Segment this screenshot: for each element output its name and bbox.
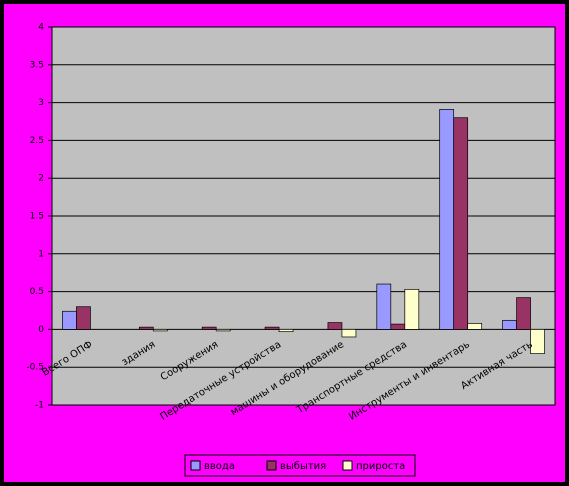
legend-label: ввода: [204, 461, 235, 472]
y-tick-label: 1: [38, 249, 44, 259]
bar: [76, 306, 91, 330]
bar: [390, 323, 406, 330]
y-tick-label: 3.5: [30, 60, 44, 70]
bar: [201, 326, 217, 330]
bar: [502, 319, 517, 330]
y-tick-label: 0.5: [30, 287, 44, 297]
bar: [264, 326, 280, 330]
y-tick-label: 2: [38, 174, 44, 184]
bar: [516, 297, 531, 330]
bar: [467, 323, 483, 330]
y-tick-label: 0: [38, 325, 44, 335]
bar: [278, 329, 294, 333]
y-tick-label: 3: [38, 98, 44, 108]
y-tick-label: -1: [35, 401, 44, 411]
legend-label: прироста: [356, 461, 405, 472]
legend-label: выбытия: [280, 461, 326, 472]
legend-swatch: [190, 460, 201, 471]
legend-swatch: [342, 460, 353, 471]
bar: [530, 329, 545, 354]
y-tick-label: -0.5: [26, 363, 44, 373]
y-tick-label: 4: [38, 23, 44, 33]
bar: [62, 310, 77, 330]
bar: [215, 329, 231, 332]
bar: [327, 322, 343, 330]
bar: [138, 326, 154, 330]
bar: [439, 109, 455, 330]
bar: [152, 329, 168, 332]
bar: [341, 329, 357, 338]
bar: [404, 288, 420, 330]
y-tick-label: 2.5: [30, 136, 44, 146]
y-tick-label: 1.5: [30, 212, 44, 222]
bar: [453, 117, 469, 330]
legend-box: [184, 454, 416, 477]
legend-swatch: [266, 460, 277, 471]
bar: [376, 283, 392, 330]
